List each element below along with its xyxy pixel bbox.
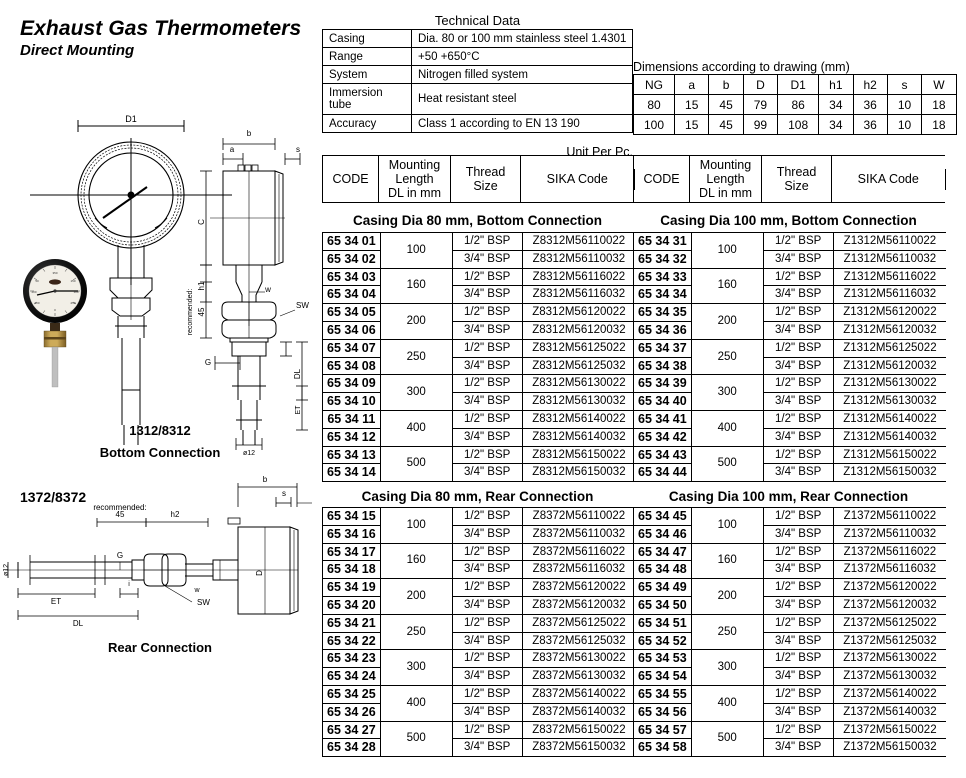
- svg-text:D1: D1: [125, 114, 137, 124]
- svg-text:DL: DL: [293, 368, 302, 379]
- svg-text:200: 200: [31, 290, 36, 294]
- svg-text:SW: SW: [197, 598, 210, 607]
- svg-text:300: 300: [34, 301, 39, 305]
- svg-text:150: 150: [70, 279, 75, 283]
- svg-text:w: w: [193, 587, 200, 594]
- svg-text:h2: h2: [171, 510, 180, 519]
- svg-text:350: 350: [52, 271, 57, 275]
- svg-text:s: s: [296, 145, 300, 154]
- svg-text:ET: ET: [51, 597, 61, 606]
- svg-text:45: 45: [197, 307, 206, 316]
- svg-text:a: a: [230, 145, 235, 154]
- svg-text:s: s: [282, 489, 286, 498]
- svg-text:C: C: [197, 219, 206, 225]
- svg-text:SW: SW: [296, 301, 309, 310]
- svg-text:recommended:: recommended:: [187, 289, 194, 336]
- svg-text:w: w: [264, 285, 271, 294]
- svg-text:D: D: [255, 570, 264, 576]
- svg-text:b: b: [263, 475, 268, 484]
- svg-text:ET: ET: [295, 405, 302, 415]
- svg-text:h1: h1: [197, 281, 206, 290]
- svg-text:45: 45: [116, 510, 125, 519]
- svg-text:DL: DL: [73, 619, 84, 628]
- svg-text:G: G: [205, 358, 211, 367]
- svg-text:i: i: [128, 581, 130, 588]
- svg-text:G: G: [117, 551, 123, 560]
- svg-text:250: 250: [70, 301, 75, 305]
- svg-text:ø12: ø12: [3, 564, 10, 576]
- svg-text:b: b: [247, 129, 252, 138]
- svg-text:50: 50: [35, 279, 39, 283]
